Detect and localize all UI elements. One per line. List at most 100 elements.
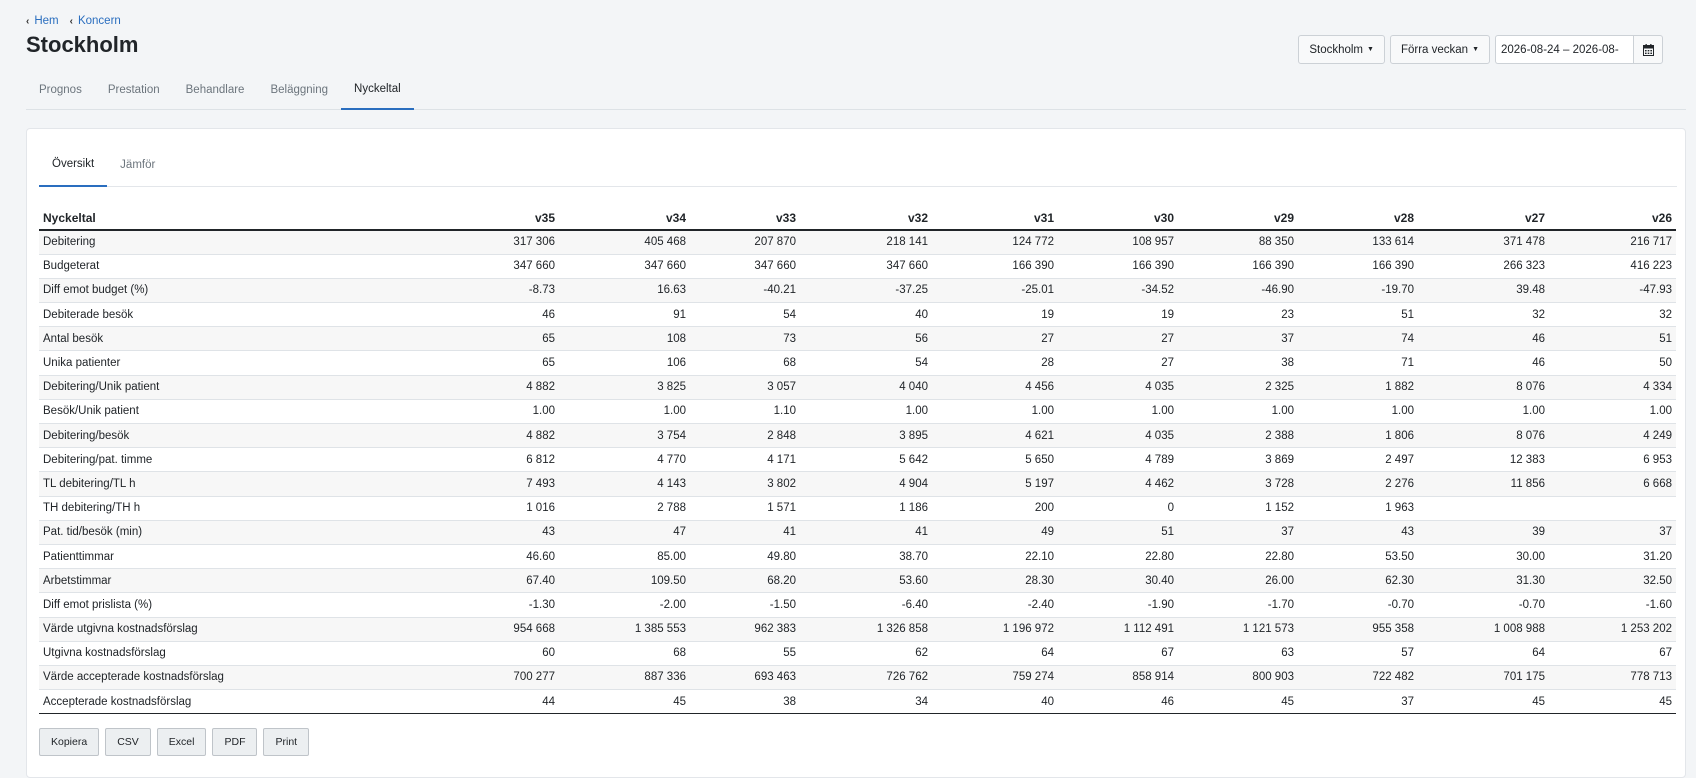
table-cell: 45: [1418, 689, 1549, 715]
table-cell: 40: [800, 302, 932, 327]
table-cell: 106: [559, 350, 690, 376]
table-cell: -0.70: [1298, 592, 1418, 617]
column-header-v35[interactable]: v35: [419, 206, 559, 231]
table-cell: 108 957: [1058, 229, 1178, 255]
table-cell: 54: [690, 302, 800, 327]
table-cell: 45: [1549, 689, 1676, 715]
table-cell: 133 614: [1298, 229, 1418, 255]
table-cell: 64: [1418, 640, 1549, 666]
table-cell: 38.70: [800, 543, 932, 569]
excel-button[interactable]: Excel: [156, 728, 207, 756]
date-range-picker: [1495, 35, 1663, 64]
table-row: Utgivna kostnadsförslag 60 68 55 62 64 67 63 57 6…: [39, 640, 1676, 666]
table-cell: 68: [690, 350, 800, 376]
table-cell: 1 253 202: [1549, 616, 1676, 642]
table-cell: 218 141: [800, 229, 932, 255]
table-cell: -1.50: [690, 592, 800, 617]
tab-behandlare[interactable]: Behandlare: [185, 84, 245, 96]
table-cell: 3 754: [559, 422, 690, 448]
table-cell: 19: [932, 302, 1058, 327]
tab-prestation[interactable]: Prestation: [107, 84, 160, 96]
table-row: Diff emot budget (%) -8.73 16.63 -40.21 -37.…: [39, 277, 1676, 303]
tab-nyckeltal[interactable]: Nyckeltal: [341, 70, 414, 110]
column-header-v26[interactable]: v26: [1549, 206, 1676, 231]
table-cell: 6 953: [1549, 447, 1676, 472]
table-cell: 700 277: [419, 664, 559, 690]
table-cell: 4 882: [419, 422, 559, 448]
print-button[interactable]: Print: [263, 728, 310, 756]
table-cell: 1 186: [800, 495, 932, 521]
csv-button[interactable]: CSV: [105, 728, 151, 756]
table-cell: 28.30: [932, 568, 1058, 593]
row-label: TH debitering/TH h: [39, 495, 419, 521]
period-dropdown[interactable]: Förra veckan ▼: [1389, 35, 1490, 64]
column-header-v30[interactable]: v30: [1058, 206, 1178, 231]
table-cell: 62.30: [1298, 568, 1418, 593]
column-header-v28[interactable]: v28: [1298, 206, 1418, 231]
table-cell: 1 152: [1178, 495, 1298, 521]
table-cell: 67: [1058, 640, 1178, 666]
table-row: Antal besök 65 108 73 56 27 27 37 74 46 51: [39, 326, 1676, 351]
table-row: Debitering/besök 4 882 3 754 2 848 3 895 4 62…: [39, 422, 1676, 448]
table-cell: -40.21: [690, 277, 800, 303]
tab-belaggning[interactable]: Beläggning: [270, 84, 329, 96]
table-cell: 46.60: [419, 543, 559, 569]
table-cell: 46: [1418, 350, 1549, 376]
date-range-input[interactable]: [1495, 35, 1633, 64]
table-cell: 65: [419, 350, 559, 376]
table-cell: -37.25: [800, 277, 932, 303]
column-header-v31[interactable]: v31: [932, 206, 1058, 231]
table-row: Patienttimmar 46.60 85.00 49.80 38.70 22.10 22…: [39, 543, 1676, 569]
tab-oversikt[interactable]: Översikt: [39, 143, 108, 187]
location-dropdown[interactable]: Stockholm ▼: [1298, 35, 1385, 64]
row-label: Budgeterat: [39, 253, 419, 279]
table-cell: 51: [1058, 519, 1178, 545]
row-label: Pat. tid/besök (min): [39, 519, 419, 545]
row-label: Unika patienter: [39, 350, 419, 376]
column-header-v27[interactable]: v27: [1418, 206, 1549, 231]
table-cell: 22.80: [1058, 543, 1178, 569]
table-cell: 4 621: [932, 422, 1058, 448]
table-cell: 19: [1058, 302, 1178, 327]
table-cell: 53.50: [1298, 543, 1418, 569]
table-cell: 27: [932, 326, 1058, 351]
table-cell: 85.00: [559, 543, 690, 569]
table-cell: 67: [1549, 640, 1676, 666]
breadcrumb-link-koncern[interactable]: Koncern: [77, 15, 121, 27]
table-cell: 1 571: [690, 495, 800, 521]
table-cell: -8.73: [419, 277, 559, 303]
tab-jamfor[interactable]: Jämför: [120, 159, 156, 171]
column-header-v34[interactable]: v34: [559, 206, 690, 231]
copy-button[interactable]: Kopiera: [39, 728, 100, 756]
table-cell: 216 717: [1549, 229, 1676, 255]
table-cell: 39.48: [1418, 277, 1549, 303]
column-header-v29[interactable]: v29: [1178, 206, 1298, 231]
breadcrumb-link-hem[interactable]: Hem: [34, 15, 59, 27]
table-cell: 4 904: [800, 471, 932, 497]
table-cell: 1 016: [419, 495, 559, 521]
table-cell: 55: [690, 640, 800, 666]
table-cell: 12 383: [1418, 447, 1549, 472]
column-header-nyckeltal[interactable]: Nyckeltal: [39, 206, 419, 231]
table-cell: 0: [1058, 495, 1178, 521]
column-header-v32[interactable]: v32: [800, 206, 932, 231]
table-cell: 47: [559, 519, 690, 545]
calendar-button[interactable]: [1633, 35, 1663, 64]
table-cell: 1 963: [1298, 495, 1418, 521]
table-cell: 4 456: [932, 374, 1058, 400]
pdf-button[interactable]: PDF: [212, 728, 258, 756]
tab-prognos[interactable]: Prognos: [39, 84, 82, 96]
table-cell: 266 323: [1418, 253, 1549, 279]
column-header-v33[interactable]: v33: [690, 206, 800, 231]
table-cell: 34: [800, 689, 932, 715]
row-label: Besök/Unik patient: [39, 398, 419, 424]
table-cell: 1.00: [559, 398, 690, 424]
breadcrumb: ‹ Hem ‹ Koncern: [26, 15, 127, 27]
table-cell: 16.63: [559, 277, 690, 303]
table-cell: 1.00: [1418, 398, 1549, 424]
table-cell: 200: [932, 495, 1058, 521]
table-cell: 50: [1549, 350, 1676, 376]
chevron-left-icon: ‹: [26, 15, 30, 27]
table-cell: -19.70: [1298, 277, 1418, 303]
